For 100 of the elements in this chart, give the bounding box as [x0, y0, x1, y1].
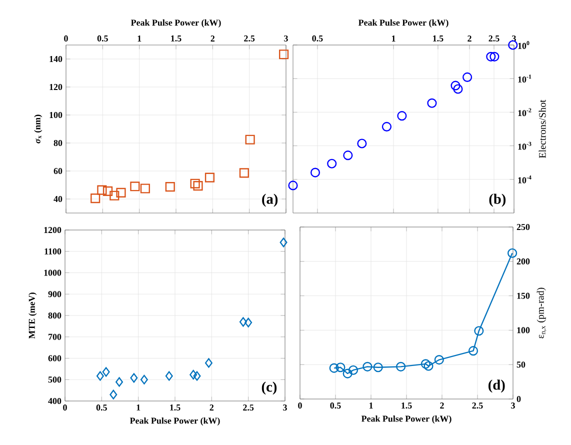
point [193, 371, 201, 381]
y-tick-label: 400 [48, 398, 62, 404]
x-tick-label: 0 [298, 402, 302, 409]
x-tick-label: 2 [210, 36, 215, 42]
point [239, 168, 249, 178]
x-tick-label: 1 [392, 36, 396, 42]
point [244, 318, 252, 328]
point [362, 362, 372, 372]
x-tick-label: 0.5 [96, 404, 107, 411]
y-tick-label: 1200 [44, 226, 62, 234]
y-tick-label: 150 [517, 292, 530, 299]
annotation: (a) [262, 194, 278, 207]
y-axis-title: σ$_{x}$ (nm) [34, 114, 42, 144]
point [190, 370, 198, 380]
point [434, 355, 444, 365]
point [130, 182, 140, 192]
y-tick-label: 200 [516, 258, 530, 264]
x-tick-label: 1 [369, 402, 373, 408]
point [96, 371, 104, 381]
x-tick-label: 2.5 [244, 35, 255, 42]
point [190, 178, 200, 188]
x-tick-label: 0.5 [312, 35, 323, 42]
point [140, 374, 148, 384]
point [116, 377, 124, 387]
y-tick-label: 10$^{0}$ [518, 41, 530, 49]
x-tick-label: 0 [63, 404, 67, 411]
y-tick-label: 1000 [44, 270, 62, 276]
x-tick-label: 0.5 [97, 35, 108, 42]
point [102, 367, 110, 377]
x-tick-label: 1.5 [433, 35, 444, 42]
y-tick-label: 250 [516, 224, 530, 230]
x-tick-label: 2 [210, 404, 214, 410]
point [193, 181, 203, 191]
y-tick-label: 120 [50, 84, 62, 90]
y-tick-label: 500 [48, 376, 62, 383]
y-tick-label: 40 [54, 196, 62, 202]
x-axis-title: Peak Pulse Power (kW) [130, 19, 221, 28]
point [110, 390, 118, 400]
x-tick-label: 0 [64, 35, 68, 42]
y-axis-title: MTE (meV) [28, 292, 37, 339]
y-axis-title: Electrons/Shot [538, 100, 546, 158]
y-tick-label: 10$^{-4}$ [518, 175, 532, 184]
x-axis-title: Peak Pulse Power (kW) [130, 417, 220, 426]
x-tick-label: 2 [468, 36, 472, 42]
x-tick-label: 0.5 [330, 402, 341, 409]
y-tick-label: 10$^{-2}$ [518, 108, 532, 116]
point [116, 188, 126, 198]
point [342, 368, 352, 378]
x-tick-label: 2.5 [488, 35, 500, 42]
point [239, 317, 247, 327]
y-tick-label: 50 [516, 362, 526, 368]
y-tick-label: 600 [48, 355, 62, 362]
annotation: (c) [262, 382, 277, 395]
point [165, 182, 175, 192]
x-tick-label: 1.5 [171, 35, 182, 42]
x-tick-label: 2.5 [472, 402, 483, 409]
point [245, 134, 255, 144]
y-tick-label: 800 [48, 312, 62, 319]
point [204, 172, 215, 182]
point [165, 371, 173, 381]
y-tick-label: 0 [516, 396, 521, 402]
point [280, 238, 288, 248]
point [204, 358, 212, 368]
x-tick-label: 1.5 [170, 404, 180, 411]
y-tick-label: 700 [48, 334, 62, 340]
y-tick-label: 1100 [44, 248, 62, 254]
point [468, 346, 478, 356]
y-tick-label: 80 [54, 140, 62, 146]
x-tick-label: 1.5 [402, 402, 412, 409]
x-tick-label: 3 [283, 404, 287, 411]
y-axis-title: ε$_{n,x}$ (pm-rad) [536, 288, 546, 338]
x-axis-title: Peak Pulse Power (kW) [361, 415, 452, 424]
annotation: (b) [489, 194, 506, 207]
point [396, 362, 406, 372]
point [130, 373, 138, 383]
y-tick-label: 100 [517, 327, 530, 334]
point [508, 248, 518, 258]
point [110, 190, 120, 200]
x-tick-label: 3 [284, 35, 288, 42]
point [474, 326, 484, 336]
point [140, 184, 150, 194]
x-tick-label: 2 [440, 402, 444, 408]
y-tick-label: 900 [48, 291, 62, 298]
y-tick-label: 10$^{-3}$ [518, 142, 532, 150]
y-tick-label: 10$^{-1}$ [518, 74, 532, 83]
point [329, 363, 339, 373]
y-tick-label: 140 [50, 56, 62, 62]
point [103, 186, 113, 196]
point [348, 365, 358, 375]
point [336, 362, 346, 372]
x-tick-label: 2.5 [243, 404, 254, 411]
point [97, 185, 107, 195]
point [424, 361, 434, 371]
annotation: (d) [488, 380, 505, 393]
x-axis-title: Peak Pulse Power (kW) [358, 19, 448, 28]
y-tick-label: 60 [54, 168, 62, 174]
point [373, 362, 383, 372]
y-tick-label: 100 [50, 112, 62, 118]
x-tick-label: 1 [138, 36, 142, 42]
point [420, 359, 430, 369]
